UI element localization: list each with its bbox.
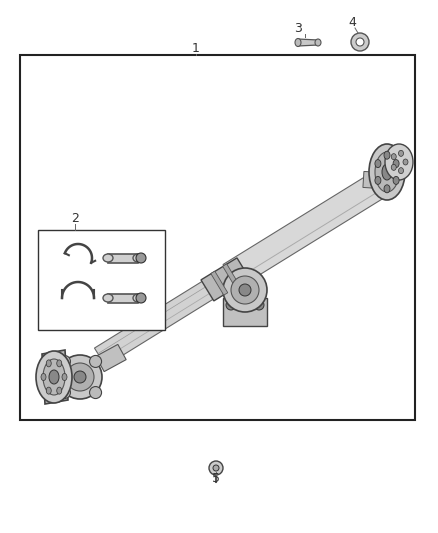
Polygon shape <box>42 350 68 404</box>
Ellipse shape <box>295 38 301 46</box>
Ellipse shape <box>58 356 71 367</box>
Ellipse shape <box>375 152 399 192</box>
Ellipse shape <box>49 370 59 384</box>
Polygon shape <box>223 175 382 288</box>
Ellipse shape <box>384 151 390 159</box>
Ellipse shape <box>254 300 264 310</box>
Ellipse shape <box>43 359 65 395</box>
Ellipse shape <box>48 358 56 366</box>
Text: 1: 1 <box>192 42 200 54</box>
Ellipse shape <box>213 465 219 471</box>
Ellipse shape <box>382 164 392 180</box>
Ellipse shape <box>231 276 259 304</box>
Text: 2: 2 <box>71 212 79 224</box>
Ellipse shape <box>136 293 146 303</box>
Ellipse shape <box>391 154 396 160</box>
Ellipse shape <box>57 360 62 367</box>
Ellipse shape <box>375 176 381 184</box>
Ellipse shape <box>46 387 51 394</box>
Ellipse shape <box>385 144 413 180</box>
Ellipse shape <box>133 254 143 262</box>
Ellipse shape <box>62 374 67 381</box>
Ellipse shape <box>103 294 113 302</box>
Text: 5: 5 <box>212 472 220 484</box>
Ellipse shape <box>58 355 102 399</box>
Ellipse shape <box>48 372 56 380</box>
Polygon shape <box>211 271 228 295</box>
Ellipse shape <box>399 168 403 174</box>
Ellipse shape <box>133 294 143 302</box>
Ellipse shape <box>58 386 71 399</box>
Bar <box>108 294 138 303</box>
Polygon shape <box>96 344 126 372</box>
Ellipse shape <box>375 159 381 167</box>
Bar <box>108 254 138 263</box>
Ellipse shape <box>46 360 51 367</box>
Ellipse shape <box>315 39 321 46</box>
Ellipse shape <box>393 176 399 184</box>
Ellipse shape <box>351 33 369 51</box>
Text: 4: 4 <box>348 15 356 28</box>
Ellipse shape <box>103 254 113 262</box>
Bar <box>20 55 415 420</box>
Polygon shape <box>223 264 240 288</box>
Ellipse shape <box>57 387 62 394</box>
Ellipse shape <box>384 185 390 193</box>
Ellipse shape <box>239 284 251 296</box>
Polygon shape <box>363 172 382 189</box>
Ellipse shape <box>36 351 72 403</box>
Ellipse shape <box>391 164 396 171</box>
Bar <box>38 230 165 330</box>
Ellipse shape <box>223 268 267 312</box>
Polygon shape <box>223 298 267 326</box>
Ellipse shape <box>66 363 94 391</box>
Ellipse shape <box>226 300 236 310</box>
Polygon shape <box>95 273 226 366</box>
Ellipse shape <box>74 371 86 383</box>
Ellipse shape <box>51 386 59 394</box>
Polygon shape <box>298 39 318 46</box>
Ellipse shape <box>209 461 223 475</box>
Ellipse shape <box>356 38 364 46</box>
Ellipse shape <box>41 374 46 381</box>
Text: 3: 3 <box>294 21 302 35</box>
Ellipse shape <box>369 144 405 200</box>
Ellipse shape <box>399 150 403 156</box>
Polygon shape <box>201 258 250 301</box>
Ellipse shape <box>89 386 102 399</box>
Ellipse shape <box>393 159 399 167</box>
Ellipse shape <box>89 356 102 367</box>
Ellipse shape <box>403 159 408 165</box>
Ellipse shape <box>136 253 146 263</box>
